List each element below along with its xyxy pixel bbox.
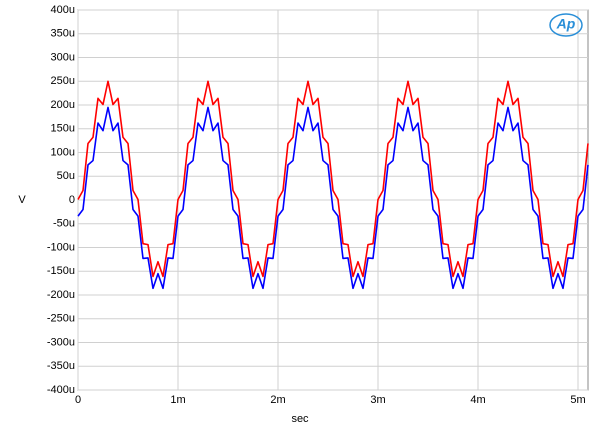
y-axis-label: V xyxy=(18,194,26,206)
y-tick-label: 250u xyxy=(51,75,75,87)
y-tick-label: 50u xyxy=(57,170,75,182)
series-line xyxy=(77,80,589,278)
x-tick-label: 0 xyxy=(75,394,81,406)
y-tick-label: 200u xyxy=(51,99,75,111)
logo: Ap xyxy=(556,16,576,32)
x-tick-label: 5m xyxy=(570,394,585,406)
y-tick-label: 100u xyxy=(51,146,75,158)
y-tick-label: -400u xyxy=(47,384,75,396)
y-tick-label: -50u xyxy=(53,218,75,230)
y-tick-label: -100u xyxy=(47,241,75,253)
x-tick-label: 3m xyxy=(370,394,385,406)
x-tick-label: 1m xyxy=(170,394,185,406)
logo-ring xyxy=(549,13,583,37)
y-tick-label: -150u xyxy=(47,265,75,277)
y-tick-label: -250u xyxy=(47,313,75,325)
y-tick-label: 350u xyxy=(51,28,75,40)
series-line xyxy=(77,106,589,290)
x-tick-label: 4m xyxy=(470,394,485,406)
x-tick-label: 2m xyxy=(270,394,285,406)
x-axis-label: sec xyxy=(291,413,309,425)
y-tick-label: 300u xyxy=(51,51,75,63)
y-tick-label: -300u xyxy=(47,336,75,348)
y-tick-label: 0 xyxy=(69,194,75,206)
y-tick-label: -200u xyxy=(47,289,75,301)
y-tick-label: -350u xyxy=(47,360,75,372)
y-tick-label: 150u xyxy=(51,123,75,135)
y-tick-label: 400u xyxy=(51,4,75,16)
